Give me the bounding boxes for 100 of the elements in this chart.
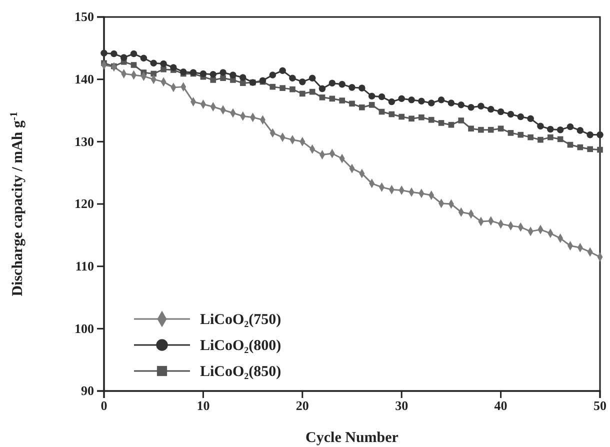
- point: [468, 126, 474, 132]
- point: [328, 80, 336, 86]
- point: [150, 60, 157, 67]
- point: [596, 131, 604, 138]
- point: [587, 146, 593, 152]
- point: [576, 127, 584, 134]
- point: [220, 75, 226, 82]
- point: [319, 94, 326, 100]
- point: [388, 98, 396, 106]
- point: [547, 134, 554, 140]
- point: [339, 98, 345, 104]
- point: [120, 54, 128, 61]
- point: [597, 146, 603, 153]
- point: [537, 122, 544, 130]
- y-tick-label: 110: [75, 258, 94, 274]
- point: [358, 84, 366, 92]
- point: [180, 68, 187, 76]
- y-tick-label: 90: [81, 383, 94, 398]
- point: [100, 50, 108, 57]
- point: [240, 80, 246, 86]
- point: [318, 85, 326, 92]
- x-tick-label: 10: [196, 398, 210, 414]
- y-tick-label: 140: [74, 71, 94, 86]
- point: [448, 122, 454, 128]
- point: [160, 66, 166, 72]
- point: [270, 84, 276, 90]
- point: [329, 96, 336, 102]
- point: [230, 72, 236, 78]
- point: [448, 100, 455, 106]
- point: [488, 126, 494, 133]
- point: [279, 67, 286, 74]
- point: [338, 80, 346, 88]
- x-tick-label: 50: [594, 398, 606, 414]
- point: [269, 72, 276, 78]
- point: [308, 74, 316, 82]
- point: [130, 50, 138, 58]
- point: [170, 64, 177, 71]
- point: [478, 126, 484, 133]
- point: [408, 116, 414, 122]
- point: [160, 60, 167, 68]
- point: [468, 104, 474, 111]
- point: [438, 96, 445, 104]
- point: [517, 113, 524, 120]
- y-tick-label: 120: [74, 196, 94, 212]
- point: [478, 102, 484, 110]
- point: [280, 85, 286, 91]
- point: [418, 114, 424, 120]
- point: [438, 120, 444, 126]
- point: [418, 98, 425, 105]
- point: [458, 102, 465, 108]
- point: [348, 84, 356, 91]
- y-tick-label: 150: [74, 9, 94, 24]
- x-tick-label: 20: [296, 398, 309, 414]
- point: [538, 136, 544, 143]
- x-tick-label: 0: [100, 398, 108, 414]
- point: [518, 132, 524, 138]
- point: [359, 104, 365, 110]
- point: [508, 130, 514, 136]
- point: [527, 115, 534, 122]
- point: [487, 106, 494, 113]
- point: [290, 86, 296, 92]
- x-axis-title: Cycle Number: [306, 430, 399, 446]
- point: [507, 110, 514, 118]
- point: [566, 123, 574, 130]
- point: [378, 93, 386, 100]
- point: [289, 74, 296, 82]
- point: [110, 50, 118, 58]
- point: [200, 70, 207, 78]
- point: [398, 114, 405, 120]
- legend-label: LiCoO₂(850): [200, 364, 282, 380]
- point: [368, 102, 375, 108]
- point: [458, 118, 464, 124]
- point: [528, 134, 534, 140]
- point: [547, 126, 554, 133]
- point: [239, 74, 246, 81]
- point: [210, 77, 216, 83]
- legend-label: LiCoO₂(800): [200, 338, 282, 354]
- y-tick-label: 130: [74, 134, 94, 149]
- point: [497, 108, 504, 116]
- legend-label: LiCoO₂(750): [200, 312, 282, 328]
- point: [586, 131, 594, 138]
- point: [408, 96, 415, 104]
- point: [428, 116, 434, 123]
- point: [349, 100, 355, 107]
- point: [299, 78, 306, 86]
- point: [210, 70, 217, 78]
- point: [368, 92, 376, 100]
- point: [220, 69, 226, 76]
- point: [398, 95, 405, 102]
- y-tick-label: 100: [74, 320, 94, 336]
- point: [130, 62, 137, 68]
- point: [577, 144, 584, 150]
- point: [428, 100, 435, 106]
- point: [556, 126, 564, 134]
- point: [150, 70, 157, 77]
- point: [140, 54, 148, 62]
- x-tick-label: 30: [395, 398, 408, 414]
- point: [299, 90, 306, 97]
- x-tick-label: 40: [494, 398, 508, 414]
- point: [498, 126, 504, 132]
